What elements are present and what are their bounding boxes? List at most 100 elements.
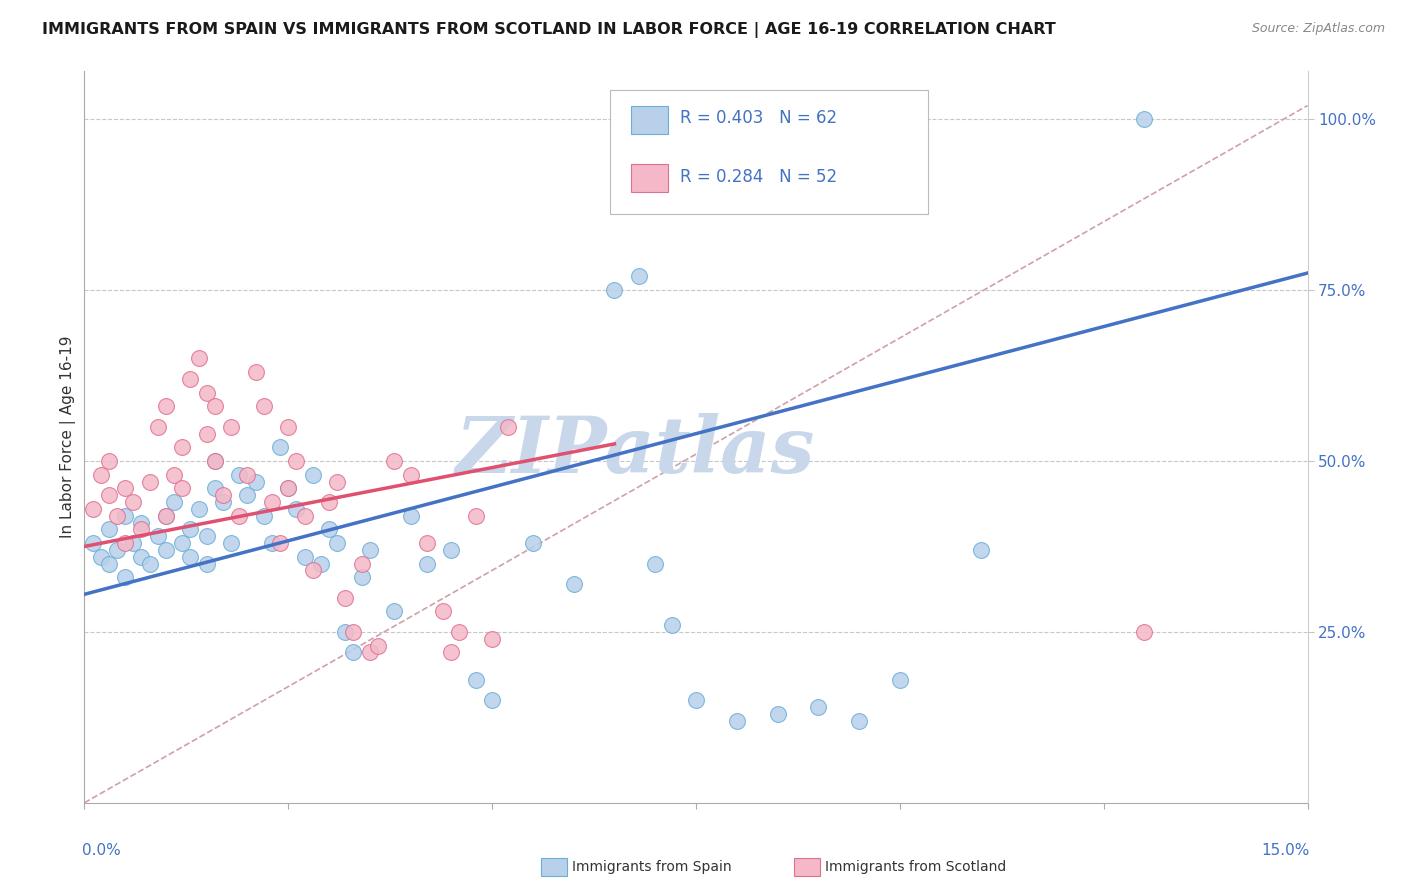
Point	[285, 454, 308, 468]
Point	[219, 420, 242, 434]
Point	[163, 467, 186, 482]
Point	[342, 624, 364, 639]
Point	[212, 495, 235, 509]
Text: IMMIGRANTS FROM SPAIN VS IMMIGRANTS FROM SCOTLAND IN LABOR FORCE | AGE 16-19 COR: IMMIGRANTS FROM SPAIN VS IMMIGRANTS FROM…	[42, 22, 1056, 38]
Point	[359, 542, 381, 557]
Point	[440, 542, 463, 557]
Point	[367, 639, 389, 653]
Point	[335, 591, 357, 605]
Point	[187, 351, 209, 366]
Point	[114, 536, 136, 550]
FancyBboxPatch shape	[631, 106, 668, 134]
Point	[97, 522, 120, 536]
Point	[309, 557, 332, 571]
Point	[105, 542, 128, 557]
Point	[163, 495, 186, 509]
Point	[204, 454, 226, 468]
Point	[131, 516, 153, 530]
Text: R = 0.284   N = 52: R = 0.284 N = 52	[681, 168, 837, 186]
Text: Immigrants from Spain: Immigrants from Spain	[572, 860, 733, 874]
Point	[155, 508, 177, 523]
Point	[172, 536, 194, 550]
Point	[481, 693, 503, 707]
Point	[179, 522, 201, 536]
FancyBboxPatch shape	[631, 164, 668, 192]
Point	[481, 632, 503, 646]
Point	[179, 372, 201, 386]
Y-axis label: In Labor Force | Age 16-19: In Labor Force | Age 16-19	[60, 335, 76, 539]
Point	[114, 570, 136, 584]
Point	[122, 536, 145, 550]
Point	[301, 563, 323, 577]
Point	[236, 467, 259, 482]
Point	[335, 624, 357, 639]
Point	[277, 481, 299, 495]
Point	[449, 624, 471, 639]
Point	[146, 420, 169, 434]
Point	[644, 557, 666, 571]
Point	[359, 645, 381, 659]
Point	[260, 495, 283, 509]
Point	[82, 501, 104, 516]
Point	[219, 536, 242, 550]
Point	[195, 529, 218, 543]
Point	[82, 536, 104, 550]
Point	[294, 549, 316, 564]
Point	[350, 557, 373, 571]
Point	[382, 454, 405, 468]
Point	[245, 365, 267, 379]
Point	[399, 467, 422, 482]
Point	[179, 549, 201, 564]
Point	[212, 488, 235, 502]
Point	[970, 542, 993, 557]
Point	[464, 673, 486, 687]
Point	[294, 508, 316, 523]
Point	[1133, 624, 1156, 639]
Point	[90, 549, 112, 564]
Point	[204, 481, 226, 495]
Text: R = 0.403   N = 62: R = 0.403 N = 62	[681, 109, 837, 128]
Point	[269, 536, 291, 550]
Text: 15.0%: 15.0%	[1261, 843, 1310, 858]
Point	[416, 557, 439, 571]
Point	[627, 269, 650, 284]
Point	[204, 400, 226, 414]
Point	[146, 529, 169, 543]
Point	[725, 714, 748, 728]
Point	[204, 454, 226, 468]
FancyBboxPatch shape	[610, 90, 928, 214]
Point	[603, 283, 626, 297]
Point	[245, 475, 267, 489]
Point	[807, 700, 830, 714]
Point	[277, 420, 299, 434]
Point	[301, 467, 323, 482]
Point	[685, 693, 707, 707]
Point	[766, 706, 789, 721]
Point	[114, 481, 136, 495]
Point	[522, 536, 544, 550]
Point	[848, 714, 870, 728]
Point	[195, 385, 218, 400]
Point	[440, 645, 463, 659]
Point	[326, 536, 349, 550]
Text: Source: ZipAtlas.com: Source: ZipAtlas.com	[1251, 22, 1385, 36]
Point	[105, 508, 128, 523]
Point	[253, 508, 276, 523]
Point	[131, 522, 153, 536]
Point	[155, 508, 177, 523]
Point	[342, 645, 364, 659]
Point	[382, 604, 405, 618]
Point	[122, 495, 145, 509]
Point	[399, 508, 422, 523]
Point	[236, 488, 259, 502]
Point	[155, 400, 177, 414]
Text: Immigrants from Scotland: Immigrants from Scotland	[825, 860, 1007, 874]
Point	[114, 508, 136, 523]
Point	[1133, 112, 1156, 127]
Point	[172, 440, 194, 454]
Point	[432, 604, 454, 618]
Point	[138, 475, 160, 489]
Point	[260, 536, 283, 550]
Point	[97, 454, 120, 468]
Point	[155, 542, 177, 557]
